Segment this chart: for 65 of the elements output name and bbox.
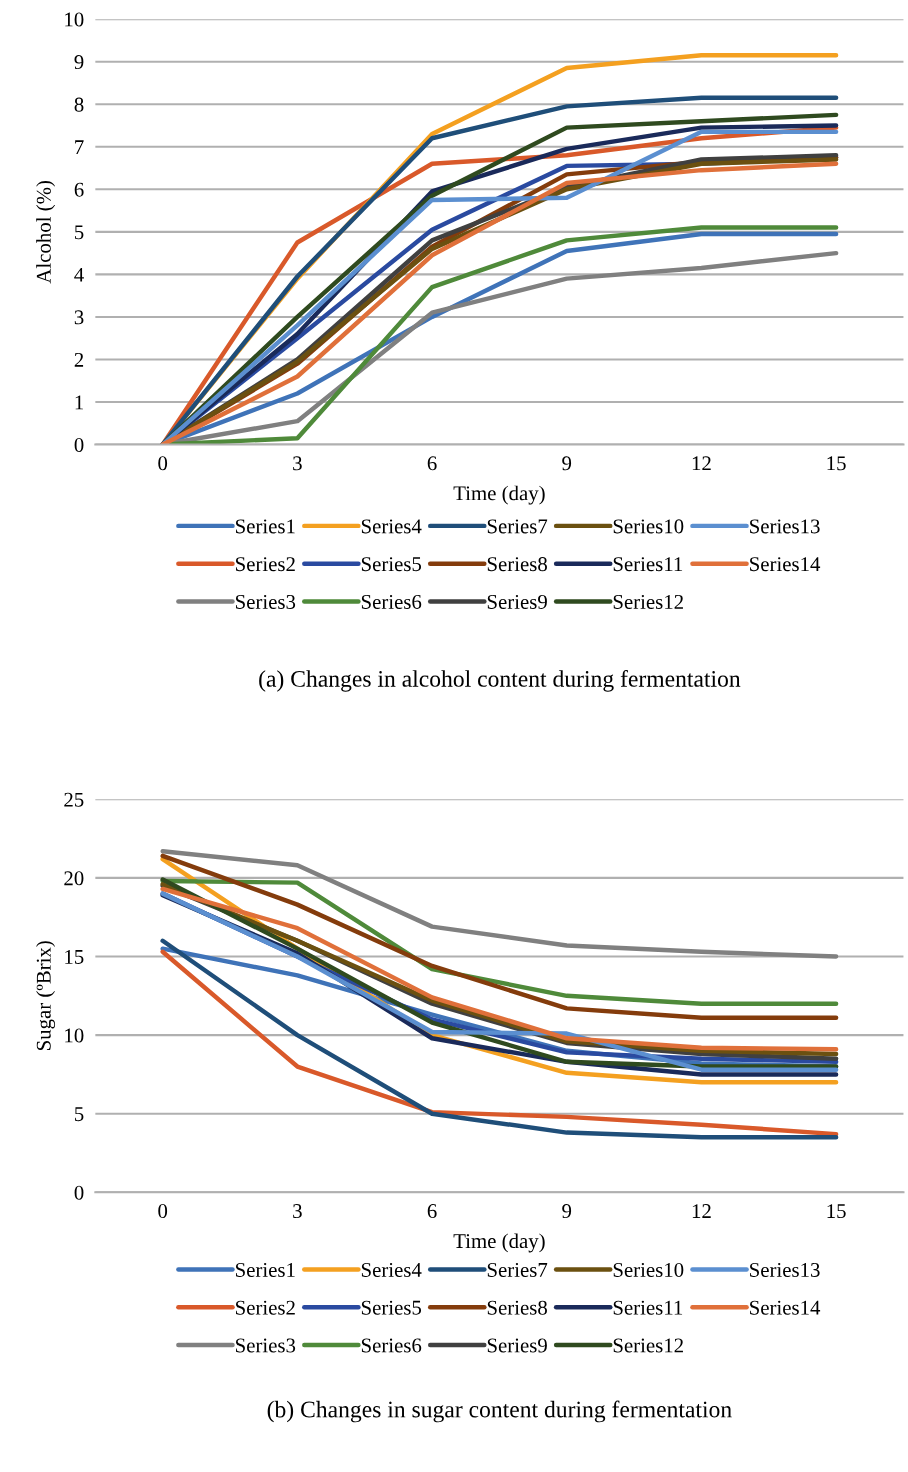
x-axis-title: Time (day): [453, 1233, 545, 1253]
legend-label: Series6: [361, 1338, 422, 1353]
line-series: [160, 848, 839, 959]
y-tick-label: 8: [74, 97, 84, 112]
x-tick-label: 9: [562, 1204, 572, 1219]
legend-label: Series8: [487, 557, 547, 572]
text: (a) Changes in alcohol content during fermentation: [259, 670, 741, 692]
y-tick-label: 10: [65, 12, 84, 27]
y-tick-label: 5: [75, 225, 84, 240]
x-axis-title: Time (day): [453, 485, 545, 505]
x-tick-label: 6: [427, 1204, 437, 1219]
legend-label: Series1: [236, 519, 295, 534]
legend-label: Series14: [750, 557, 821, 572]
legend-label: Series12: [613, 594, 683, 609]
x-tick-label: 15: [827, 456, 846, 471]
y-tick-label: 5: [75, 1107, 84, 1122]
legend-label: Series13: [750, 1262, 820, 1277]
legend-label: Series10: [613, 1262, 684, 1277]
x-tick-label: 0: [158, 1204, 168, 1219]
legend-label: Series9: [487, 1338, 547, 1353]
legend-label: Series8: [487, 1300, 547, 1315]
legend-label: Series11: [613, 557, 683, 572]
y-tick-label: 20: [64, 871, 84, 886]
y-tick-label: 9: [74, 55, 84, 70]
legend-label: Series5: [361, 1300, 422, 1315]
legend-label: Series11: [613, 1300, 683, 1315]
legend-label: Series3: [236, 594, 296, 609]
x-tick-label: 3: [293, 1204, 302, 1219]
legend-label: Series2: [236, 1300, 295, 1315]
legend-label: Series10: [613, 519, 684, 534]
y-tick-label: 4: [74, 267, 84, 282]
legend-label: Series14: [750, 1300, 821, 1315]
legend-label: Series7: [487, 519, 548, 534]
x-tick-label: 15: [827, 1204, 846, 1219]
line-series: [160, 853, 839, 1021]
legend-label: Series4: [361, 1262, 422, 1277]
x-tick-label: 12: [692, 456, 711, 471]
y-tick-label: 25: [64, 792, 84, 807]
legend-label: Series9: [487, 594, 547, 609]
legend-label: Series7: [487, 1262, 548, 1277]
y-tick-label: 15: [65, 949, 84, 964]
legend-label: Series1: [236, 1262, 295, 1277]
y-tick-label: 2: [74, 352, 84, 367]
x-tick-label: 9: [562, 456, 572, 471]
y-tick-label: 6: [74, 182, 84, 197]
y-tick-label: 3: [74, 310, 84, 325]
legend-label: Series3: [236, 1338, 296, 1353]
y-tick-label: 1: [75, 395, 83, 410]
x-tick-label: 12: [692, 1204, 711, 1218]
y-tick-label: 7: [75, 140, 84, 154]
y-axis-title: Alcohol (%): [36, 180, 56, 284]
legend-label: Series13: [750, 519, 820, 534]
y-axis-title: Sugar (ºBrix): [36, 941, 56, 1051]
text: (b) Changes in sugar content during fermentation: [267, 1400, 732, 1423]
x-tick-label: 3: [293, 456, 302, 471]
y-tick-label: 10: [65, 1028, 84, 1043]
x-tick-label: 6: [427, 456, 437, 471]
legend-label: Series2: [236, 557, 295, 572]
legend-label: Series6: [361, 594, 422, 609]
y-tick-label: 0: [74, 437, 84, 452]
legend-label: Series5: [361, 557, 422, 572]
y-tick-label: 0: [74, 1185, 84, 1200]
legend-label: Series12: [613, 1338, 683, 1353]
legend-label: Series4: [361, 519, 422, 534]
x-tick-label: 0: [158, 456, 168, 471]
